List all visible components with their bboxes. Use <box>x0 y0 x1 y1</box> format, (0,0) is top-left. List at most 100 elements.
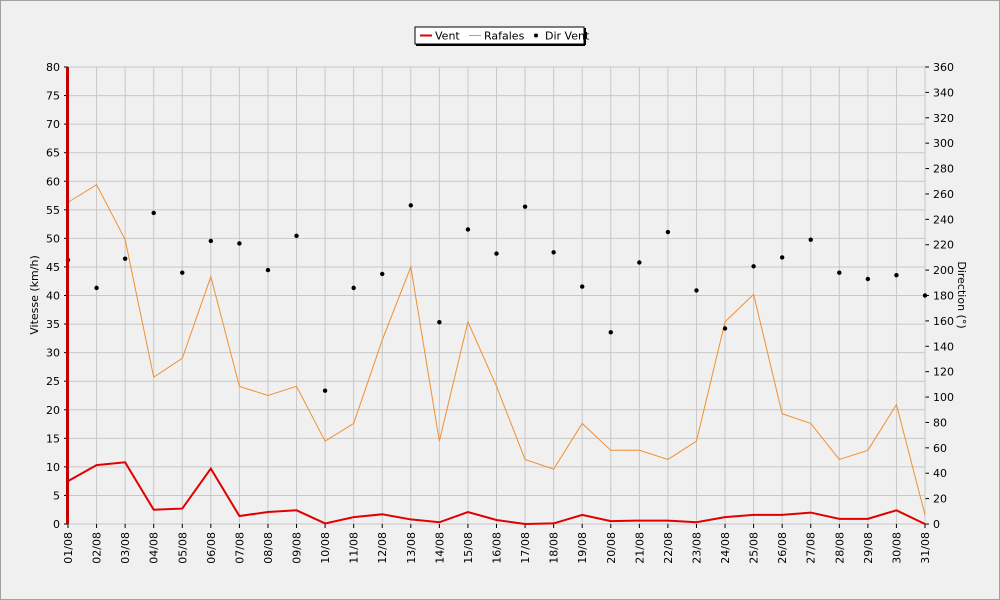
point <box>494 251 499 256</box>
y2-tick-label: 220 <box>933 239 954 252</box>
x-tick-label: 19/08 <box>576 532 589 564</box>
y-tick-label: 25 <box>46 375 60 388</box>
legend-label: Rafales <box>484 30 525 43</box>
point <box>408 203 413 208</box>
marks <box>65 183 928 526</box>
y-tick-label: 65 <box>46 147 60 160</box>
x-tick-label: 15/08 <box>462 532 475 564</box>
x-tick-label: 02/08 <box>91 532 104 564</box>
y2-tick-label: 360 <box>933 61 954 74</box>
y-tick-label: 55 <box>46 204 60 217</box>
legend-symbol <box>534 33 538 38</box>
x-tick-label: 30/08 <box>890 532 903 564</box>
point <box>751 264 756 269</box>
y-tick-label: 0 <box>53 518 60 531</box>
point <box>779 255 785 260</box>
y-tick-label: 70 <box>46 118 60 131</box>
series-line <box>67 461 926 526</box>
x-tick-label: 25/08 <box>748 532 761 564</box>
legend-label: Vent <box>435 30 460 43</box>
x-tick-label: 03/08 <box>119 532 132 564</box>
point <box>465 227 471 232</box>
point <box>894 272 899 278</box>
x-tick-label: 07/08 <box>233 532 246 564</box>
point <box>694 288 699 293</box>
x-tick-label: 17/08 <box>519 532 532 564</box>
y2-tick-label: 180 <box>933 290 954 303</box>
point <box>180 270 185 275</box>
y-tick-label: 45 <box>46 261 60 274</box>
y2-tick-label: 200 <box>933 264 954 277</box>
point <box>265 267 271 273</box>
point <box>608 330 613 335</box>
y2-tick-label: 80 <box>933 416 947 429</box>
y2-tick-label: 320 <box>933 112 954 125</box>
y2-tick-label: 0 <box>933 518 940 531</box>
y-tick-label: 10 <box>46 461 60 474</box>
x-tick-label: 28/08 <box>833 532 846 564</box>
point <box>151 210 156 216</box>
x-tick-label: 24/08 <box>719 532 732 564</box>
x-tick-label: 31/08 <box>919 532 932 564</box>
x-tick-label: 21/08 <box>633 532 646 564</box>
point <box>665 229 671 235</box>
y-tick-label: 75 <box>46 90 60 103</box>
y-tick-label: 80 <box>46 61 60 74</box>
point <box>522 204 528 209</box>
y2-tick-label: 160 <box>933 315 954 328</box>
y2-tick-label: 300 <box>933 137 954 150</box>
y2-tick-label: 100 <box>933 391 954 404</box>
x-tick-label: 23/08 <box>690 532 703 564</box>
legend-label: Dir Vent <box>545 30 590 43</box>
point <box>237 241 242 246</box>
y2-tick-label: 40 <box>933 467 947 480</box>
y-tick-label: 35 <box>46 318 60 331</box>
y2-axis-label: Direction (°) <box>955 261 968 328</box>
point <box>637 260 642 265</box>
cursor-line <box>66 67 69 524</box>
y2-tick-label: 140 <box>933 340 954 353</box>
x-tick-label: 18/08 <box>548 532 561 564</box>
x-tick-label: 05/08 <box>176 532 189 564</box>
point <box>122 256 128 261</box>
y2-tick-label: 260 <box>933 188 954 201</box>
x-tick-label: 16/08 <box>491 532 504 564</box>
point <box>208 238 214 244</box>
point <box>351 285 356 291</box>
x-tick-label: 20/08 <box>605 532 618 564</box>
x-tick-label: 10/08 <box>319 532 332 564</box>
series-line <box>67 183 926 515</box>
y-tick-label: 15 <box>46 432 60 445</box>
x-tick-label: 14/08 <box>433 532 446 564</box>
legend: Vent Rafales Dir Vent <box>414 26 590 46</box>
point <box>294 233 299 239</box>
y-tick-label: 20 <box>46 404 60 417</box>
x-tick-label: 09/08 <box>291 532 304 564</box>
y-tick-label: 60 <box>46 175 60 188</box>
point <box>551 250 556 255</box>
y-tick-label: 50 <box>46 232 60 245</box>
y2-tick-label: 240 <box>933 213 954 226</box>
point <box>380 271 385 277</box>
y2-tick-label: 60 <box>933 442 947 455</box>
point <box>837 270 842 275</box>
point <box>322 388 328 393</box>
x-tick-label: 06/08 <box>205 532 218 564</box>
x-tick-label: 22/08 <box>662 532 675 564</box>
x-tick-label: 01/08 <box>62 532 75 564</box>
point <box>437 319 442 325</box>
x-tick-label: 26/08 <box>776 532 789 564</box>
point <box>865 276 871 282</box>
x-tick-label: 29/08 <box>862 532 875 564</box>
point <box>922 293 928 298</box>
x-tick-label: 27/08 <box>805 532 818 564</box>
y2-tick-label: 340 <box>933 86 954 99</box>
y-tick-label: 40 <box>46 290 60 303</box>
point <box>94 285 99 291</box>
y2-tick-label: 120 <box>933 366 954 379</box>
x-tick-label: 12/08 <box>376 532 389 564</box>
point <box>808 237 813 242</box>
y-tick-label: 30 <box>46 347 60 360</box>
y2-tick-label: 280 <box>933 163 954 176</box>
